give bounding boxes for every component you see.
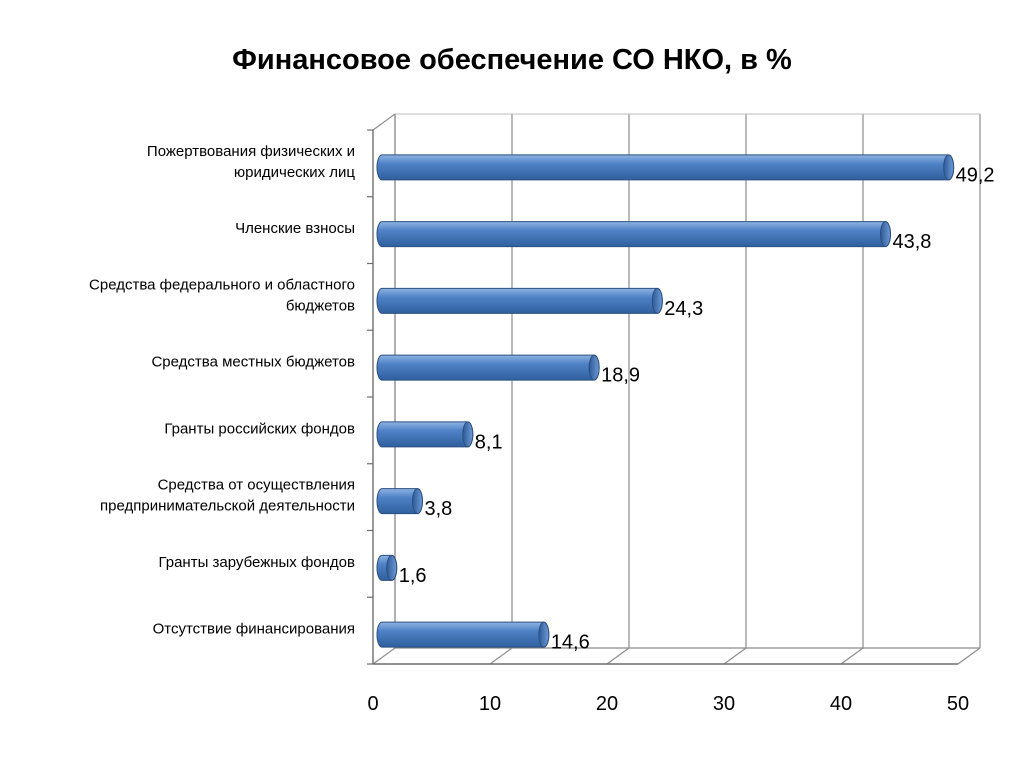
category-label-4: Средства местных бюджетов <box>151 354 355 371</box>
chart-title: Финансовое обеспечение СО НКО, в % <box>232 44 792 76</box>
floor-line-30 <box>723 647 747 665</box>
x-tick-label-30: 30 <box>713 693 735 715</box>
value-label-7: 1,6 <box>399 565 427 587</box>
value-label-3: 24,3 <box>664 298 703 320</box>
bar-7 <box>376 554 398 581</box>
bar-3 <box>376 287 663 314</box>
bar-6 <box>376 488 423 515</box>
bar-cap-5 <box>462 421 474 448</box>
bar-cap-3 <box>651 287 663 314</box>
bar-body-3 <box>376 287 663 314</box>
bar-2 <box>376 221 891 248</box>
bar-1 <box>376 154 955 181</box>
floor-line-50 <box>957 647 981 665</box>
x-tick-label-20: 20 <box>596 693 618 715</box>
floor-line-0 <box>372 647 396 665</box>
bar-cap-8 <box>538 621 550 648</box>
floor-line-20 <box>606 647 630 665</box>
category-label-7: Гранты зарубежных фондов <box>158 554 355 571</box>
value-label-5: 8,1 <box>475 431 503 453</box>
category-label-3: Средства федерального и областного бюджет… <box>89 276 355 314</box>
bar-body-1 <box>376 154 955 181</box>
bar-body-4 <box>376 354 600 381</box>
bar-8 <box>376 621 550 648</box>
value-label-1: 49,2 <box>956 164 995 186</box>
category-label-2: Членские взносы <box>235 220 355 237</box>
bar-body-8 <box>376 621 550 648</box>
bar-4 <box>376 354 600 381</box>
bar-cap-4 <box>588 354 600 381</box>
bar-5 <box>376 421 474 448</box>
value-label-2: 43,8 <box>892 231 931 253</box>
bar-body-2 <box>376 221 891 248</box>
x-tick-label-10: 10 <box>479 693 501 715</box>
bars <box>376 154 955 648</box>
category-label-5: Гранты российских фондов <box>164 420 355 437</box>
labels: 0 10 20 30 40 50 49,2 Пожертвования физических … <box>89 143 995 715</box>
value-label-4: 18,9 <box>601 365 640 387</box>
bar-cap-1 <box>943 154 955 181</box>
floor-line-40 <box>840 647 864 665</box>
x-tick-label-40: 40 <box>830 693 852 715</box>
bar-cap-7 <box>386 554 398 581</box>
value-label-8: 14,6 <box>551 632 590 654</box>
category-label-1: Пожертвования физических и юридических ли… <box>147 143 355 181</box>
x-tick-label-0: 0 <box>367 693 378 715</box>
bar-cap-6 <box>411 488 423 515</box>
axes <box>367 113 980 665</box>
bar-cap-2 <box>879 221 891 248</box>
value-label-6: 3,8 <box>424 498 452 520</box>
side-wall-top <box>372 113 396 131</box>
category-label-6: Средства от осуществления предприниматель… <box>100 477 355 515</box>
x-tick-label-50: 50 <box>947 693 969 715</box>
category-label-8: Отсутствие финансирования <box>153 621 355 638</box>
floor-line-10 <box>489 647 513 665</box>
bar-body-5 <box>376 421 474 448</box>
grid-lines <box>372 113 981 665</box>
